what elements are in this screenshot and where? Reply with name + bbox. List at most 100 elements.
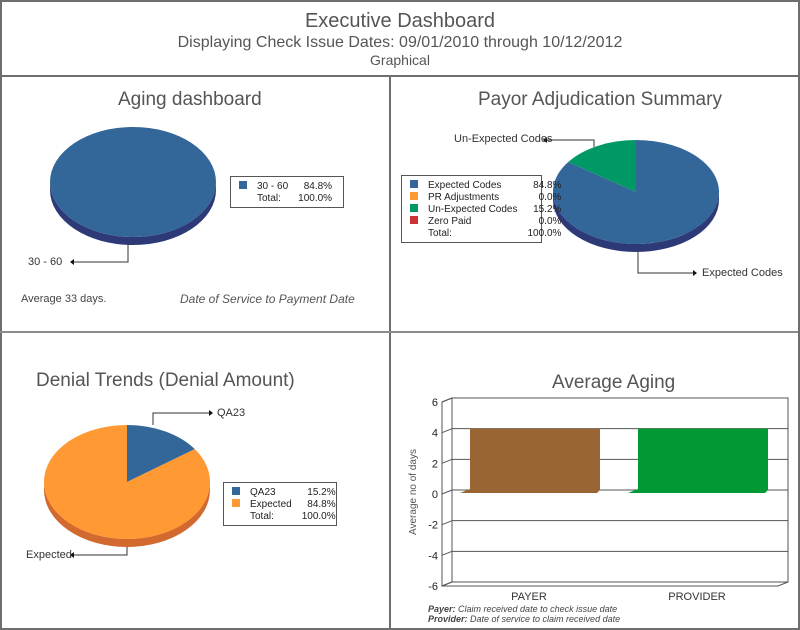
- legend-label: Un-Expected Codes: [428, 203, 518, 215]
- legend-row: Expected Codes 84.8%: [408, 179, 563, 191]
- tick-mark: [441, 581, 453, 587]
- aging-range-note: Date of Service to Payment Date: [180, 292, 355, 306]
- legend-row: Expected 84.8%: [230, 498, 338, 510]
- denial-callout-expected: Expected: [26, 549, 72, 561]
- view-mode-label: Graphical: [370, 52, 430, 68]
- legend-value: 84.8%: [307, 498, 336, 510]
- footnote-text: Date of service to claim received date: [467, 614, 621, 624]
- legend-label: 30 - 60: [257, 180, 289, 192]
- legend-swatch: [232, 498, 240, 507]
- aging-average-note: Average 33 days.: [21, 293, 107, 305]
- aging-pie-chart: [50, 127, 216, 265]
- provider-footnote: Provider: Date of service to claim recei…: [428, 614, 620, 624]
- legend-row: Total: 100.0%: [408, 227, 563, 239]
- aging-leader-line: [73, 244, 129, 263]
- aging-callout-label: 30 - 60: [28, 256, 63, 268]
- footnote-text: Claim received date to check issue date: [455, 604, 618, 614]
- floor: [442, 581, 789, 587]
- vertical-divider: [389, 77, 391, 630]
- payor-legend: Expected Codes 84.8% PR Adjustments 0.0%…: [401, 175, 561, 243]
- y-tick-label: -6: [428, 581, 438, 593]
- tick-mark: [441, 550, 453, 556]
- payor-leader-unexpected: [547, 139, 595, 147]
- tick-mark: [441, 397, 453, 403]
- payor-leader-expected: [637, 252, 693, 274]
- pie-slice-expected: [43, 425, 210, 539]
- y-tick-label: 2: [432, 458, 438, 470]
- denial-legend: QA23 15.2% Expected 84.8% Total: 100.0%: [223, 482, 337, 526]
- denial-leader-qa23: [152, 412, 209, 425]
- legend-swatch: [410, 191, 418, 200]
- pie-slice-qa23: [127, 425, 195, 482]
- legend-row: Un-Expected Codes 15.2%: [408, 203, 563, 215]
- y-tick-label: 0: [432, 489, 438, 501]
- payor-callout-expected: Expected Codes: [702, 267, 783, 279]
- payer-footnote: Payer: Claim received date to check issu…: [428, 604, 617, 614]
- legend-value: 15.2%: [533, 203, 562, 215]
- legend-label: PR Adjustments: [428, 191, 500, 203]
- denial-title: Denial Trends (Denial Amount): [36, 370, 295, 391]
- legend-swatch: [239, 180, 247, 189]
- x-category-label: PROVIDER: [668, 591, 726, 603]
- legend-row: PR Adjustments 0.0%: [408, 191, 563, 203]
- legend-value: 100.0%: [298, 192, 333, 204]
- page-title: Executive Dashboard: [304, 10, 496, 32]
- denial-callout-qa23: QA23: [217, 407, 246, 419]
- legend-label: Total:: [250, 510, 274, 522]
- tick-mark: [441, 458, 453, 464]
- legend-row: 30 - 60 84.8%: [237, 180, 334, 192]
- aging-title: Aging dashboard: [118, 89, 262, 110]
- legend-swatch: [410, 215, 418, 224]
- pie-slice-30-60: [50, 127, 216, 237]
- legend-row: Zero Paid 0.0%: [408, 215, 563, 227]
- legend-label: Total:: [428, 227, 452, 239]
- legend-label: Expected Codes: [428, 179, 502, 191]
- legend-label: Expected: [250, 498, 292, 510]
- leader-arrowhead: [543, 137, 547, 143]
- y-axis-label: Average no of days: [408, 449, 419, 535]
- legend-row: QA23 15.2%: [230, 486, 338, 498]
- legend-value: 15.2%: [307, 486, 336, 498]
- y-tick-label: -2: [428, 520, 438, 532]
- right-border: [798, 77, 800, 630]
- pie-slice-un-expected-codes: [568, 140, 636, 192]
- legend-row: Total: 100.0%: [237, 192, 334, 204]
- average-aging-title: Average Aging: [552, 372, 676, 393]
- legend-value: 84.8%: [303, 180, 333, 192]
- horizontal-divider: [0, 331, 800, 333]
- legend-value: 0.0%: [538, 191, 562, 203]
- legend-value: 100.0%: [527, 227, 562, 239]
- average-aging-bar-chart: 6 4 2 0 -2 -4 -6 Average no of days PAYER PROVIDE…: [408, 397, 789, 603]
- x-category-label: PAYER: [511, 591, 547, 603]
- leader-arrowhead: [70, 259, 74, 265]
- legend-swatch: [410, 179, 418, 188]
- denial-leader-expected: [73, 547, 128, 556]
- leader-arrowhead: [693, 270, 697, 276]
- legend-label: Total:: [257, 192, 281, 204]
- tick-mark: [441, 489, 453, 495]
- leader-arrowhead: [209, 410, 213, 416]
- footnote-key: Provider:: [428, 614, 468, 624]
- bar-payer: [460, 428, 600, 493]
- payor-callout-unexpected: Un-Expected Codes: [454, 133, 553, 145]
- footnote-key: Payer:: [428, 604, 456, 614]
- aging-legend: 30 - 60 84.8% Total: 100.0%: [230, 176, 344, 208]
- legend-swatch: [410, 203, 418, 212]
- bar-provider: [628, 428, 768, 493]
- leader-arrowhead: [70, 552, 74, 558]
- y-tick-label: -4: [428, 550, 438, 562]
- legend-label: QA23: [250, 486, 276, 498]
- legend-value: 100.0%: [301, 510, 336, 522]
- legend-row: Total: 100.0%: [230, 510, 338, 522]
- y-tick-label: 4: [432, 428, 438, 440]
- dashboard-header: Executive Dashboard Displaying Check Iss…: [0, 0, 800, 77]
- legend-label: Zero Paid: [428, 215, 472, 227]
- denial-pie-chart: [43, 410, 213, 558]
- tick-mark: [441, 520, 453, 526]
- legend-value: 0.0%: [538, 215, 562, 227]
- payor-title: Payor Adjudication Summary: [478, 89, 722, 110]
- legend-value: 84.8%: [533, 179, 562, 191]
- date-range-subtitle: Displaying Check Issue Dates: 09/01/2010…: [177, 34, 623, 51]
- payor-pie-chart: [543, 137, 719, 276]
- y-tick-label: 6: [432, 397, 438, 409]
